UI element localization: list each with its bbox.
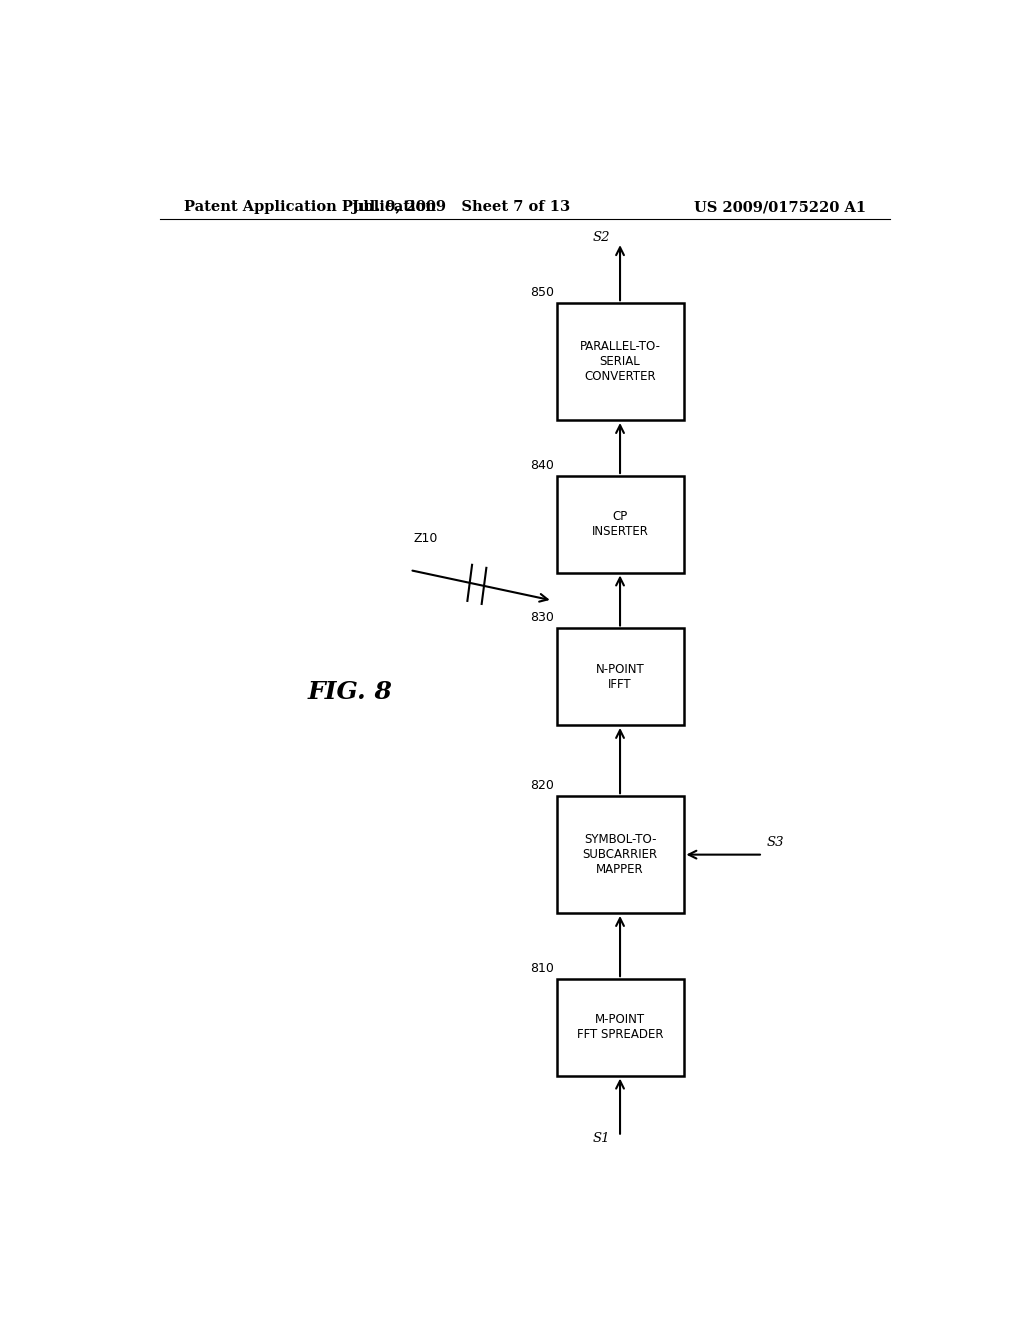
Text: US 2009/0175220 A1: US 2009/0175220 A1 (694, 201, 866, 214)
Text: PARALLEL-TO-
SERIAL
CONVERTER: PARALLEL-TO- SERIAL CONVERTER (580, 341, 660, 383)
Text: 830: 830 (530, 611, 554, 624)
Text: 810: 810 (530, 962, 554, 975)
Text: S2: S2 (593, 231, 610, 244)
Text: S1: S1 (593, 1131, 610, 1144)
Bar (557, 796, 684, 913)
Text: Z10: Z10 (414, 532, 438, 545)
Text: 840: 840 (530, 459, 554, 473)
Bar (557, 477, 684, 573)
Bar (557, 979, 684, 1076)
Text: Jul. 9, 2009   Sheet 7 of 13: Jul. 9, 2009 Sheet 7 of 13 (352, 201, 570, 214)
Text: CP
INSERTER: CP INSERTER (592, 511, 648, 539)
Text: FIG. 8: FIG. 8 (308, 680, 392, 704)
Text: N-POINT
IFFT: N-POINT IFFT (596, 663, 644, 690)
Bar (557, 628, 684, 725)
Text: 820: 820 (530, 779, 554, 792)
Text: M-POINT
FFT SPREADER: M-POINT FFT SPREADER (577, 1014, 664, 1041)
Text: SYMBOL-TO-
SUBCARRIER
MAPPER: SYMBOL-TO- SUBCARRIER MAPPER (583, 833, 657, 876)
Text: S3: S3 (767, 836, 784, 849)
Text: 850: 850 (530, 286, 554, 300)
Bar (557, 304, 684, 420)
Text: Patent Application Publication: Patent Application Publication (183, 201, 435, 214)
